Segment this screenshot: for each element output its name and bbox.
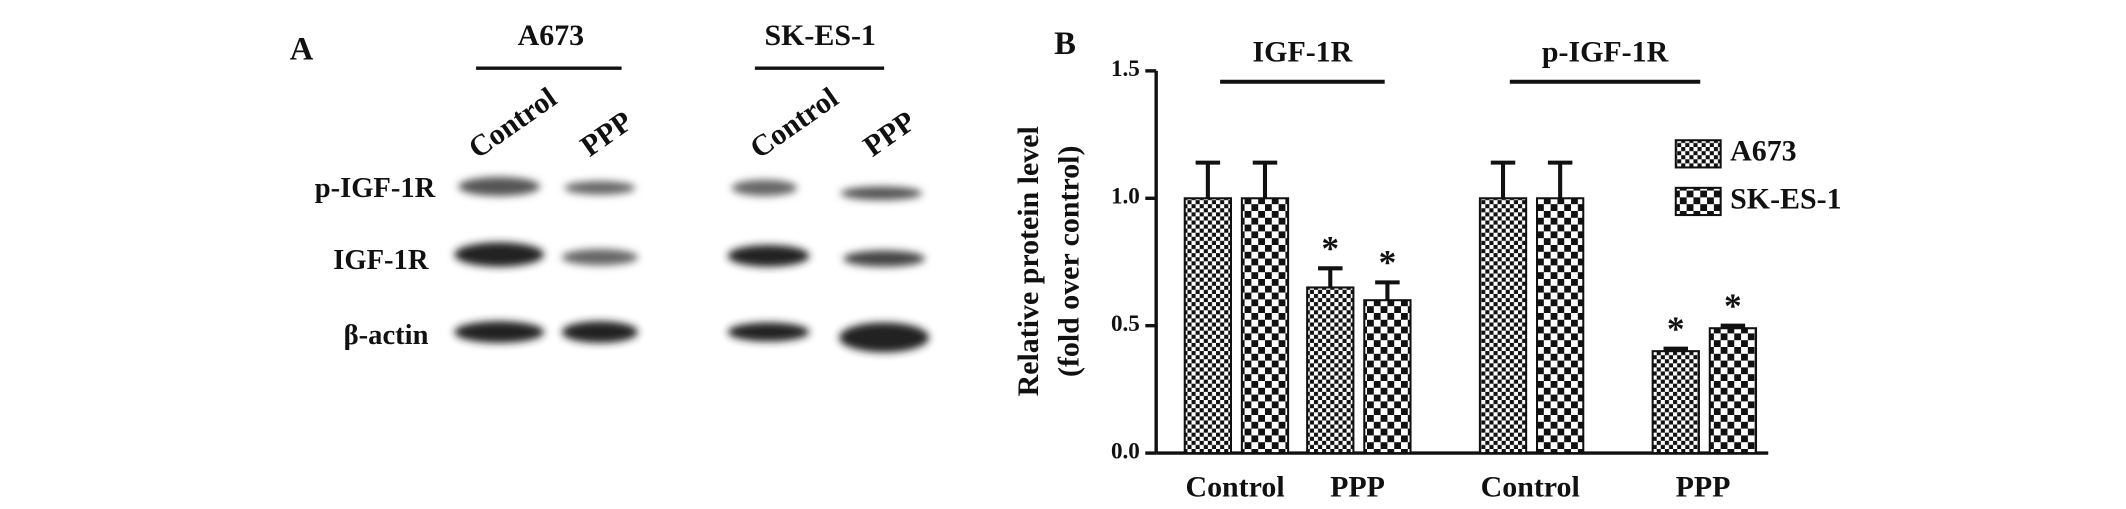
row-label: β-actin bbox=[344, 320, 429, 351]
row-label: p-IGF-1R bbox=[315, 173, 436, 204]
y-tick-label: 0.0 bbox=[1111, 438, 1140, 464]
bar bbox=[1478, 197, 1528, 455]
significance-marker: * bbox=[1379, 242, 1397, 282]
condition: PPP bbox=[575, 105, 639, 163]
condition: PPP bbox=[858, 105, 922, 163]
x-tick-label: Control bbox=[1185, 471, 1284, 504]
bar bbox=[1708, 327, 1758, 455]
cell-line: SK-ES-1 bbox=[765, 19, 876, 52]
bar bbox=[1183, 197, 1233, 455]
y-tick-label: 0.5 bbox=[1111, 311, 1140, 337]
blot-bands bbox=[454, 176, 930, 353]
x-tick-label: Control bbox=[1481, 471, 1580, 504]
bar bbox=[1536, 197, 1585, 455]
bar bbox=[1651, 350, 1700, 455]
cell-line: A673 bbox=[518, 19, 584, 52]
group-label: IGF-1R bbox=[1253, 35, 1353, 68]
legend-label: SK-ES-1 bbox=[1730, 182, 1841, 215]
y-tick-label: 1.0 bbox=[1111, 184, 1140, 210]
y-axis-label: Relative protein level bbox=[1012, 126, 1045, 396]
legend-label: A673 bbox=[1730, 135, 1796, 168]
condition: Control bbox=[744, 81, 844, 165]
bar bbox=[1306, 286, 1355, 455]
bar bbox=[1240, 197, 1290, 455]
x-tick-label: PPP bbox=[1330, 471, 1385, 504]
significance-marker: * bbox=[1724, 285, 1742, 325]
y-axis-label: (fold over control) bbox=[1053, 146, 1086, 377]
condition: Control bbox=[463, 81, 563, 165]
bar bbox=[1363, 299, 1412, 455]
legend-swatch bbox=[1674, 186, 1722, 217]
x-tick-label: PPP bbox=[1676, 471, 1731, 504]
panel-label: B bbox=[1054, 26, 1076, 62]
significance-marker: * bbox=[1667, 308, 1685, 348]
significance-marker: * bbox=[1321, 228, 1339, 268]
legend-swatch bbox=[1674, 139, 1722, 169]
panel-label: A bbox=[290, 31, 314, 67]
group-label: p-IGF-1R bbox=[1542, 35, 1669, 68]
y-tick-label: 1.5 bbox=[1111, 56, 1140, 82]
row-label: IGF-1R bbox=[333, 245, 429, 276]
